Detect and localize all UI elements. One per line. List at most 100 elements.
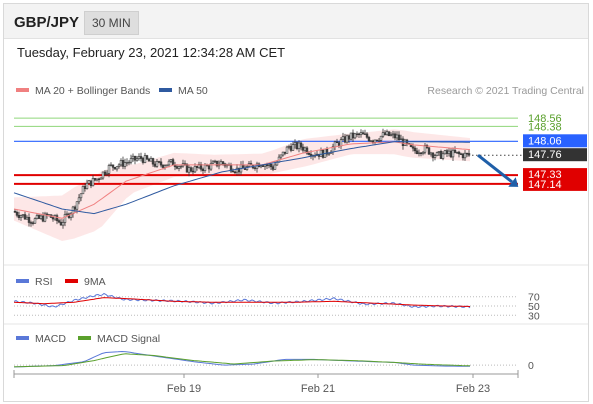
bearish-candle	[57, 220, 61, 223]
bearish-candle	[133, 155, 137, 161]
bearish-candle	[265, 164, 269, 166]
bearish-candle	[415, 150, 419, 154]
bullish-candle	[437, 151, 441, 153]
forecast-arrow	[477, 154, 513, 184]
timeframe-button[interactable]: 30 MIN	[84, 11, 139, 35]
bullish-candle	[263, 164, 267, 167]
bullish-candle	[441, 153, 445, 159]
bearish-candle	[325, 148, 329, 155]
bearish-candle	[97, 178, 101, 180]
bearish-candle	[41, 215, 45, 222]
bullish-candle	[193, 166, 197, 173]
bullish-candle	[105, 173, 109, 175]
bullish-candle	[85, 183, 89, 190]
bullish-candle	[327, 153, 331, 155]
macd-signal-line	[14, 353, 471, 368]
level-tag-147.14	[523, 177, 587, 191]
bullish-candle	[447, 150, 451, 154]
bearish-candle	[355, 133, 359, 135]
bullish-candle	[297, 142, 301, 149]
rsi-legend-label: RSI	[35, 276, 53, 288]
level-label-148.06: 148.06	[528, 135, 562, 147]
bearish-candle	[215, 160, 219, 167]
bullish-candle	[319, 150, 323, 157]
bullish-candle	[137, 156, 141, 160]
bullish-candle	[143, 155, 147, 163]
level-tag-147.33	[523, 168, 587, 182]
bearish-candle	[15, 212, 19, 216]
rsi-ma-legend-swatch	[65, 279, 78, 283]
main-legend: MA 20 + Bollinger Bands MA 50 Research ©…	[16, 85, 584, 97]
bearish-candle	[191, 170, 195, 173]
bullish-candle	[455, 151, 459, 154]
time-axis: Feb 19 Feb 21 Feb 23	[13, 370, 519, 395]
rsi-ma-line	[13, 297, 471, 307]
bullish-candle	[381, 132, 385, 137]
bullish-candle	[21, 214, 25, 217]
bullish-candle	[303, 147, 307, 151]
ma50-legend-swatch	[159, 88, 172, 92]
bullish-candle	[293, 142, 297, 146]
ma50-line	[13, 141, 470, 215]
bullish-candle	[79, 193, 83, 199]
bearish-candle	[269, 164, 273, 168]
bearish-candle	[37, 215, 41, 219]
bullish-candle	[451, 149, 455, 158]
bearish-candle	[305, 147, 309, 154]
bearish-candle	[271, 166, 275, 170]
bearish-candle	[111, 164, 115, 168]
bearish-candle	[307, 153, 311, 155]
bearish-candle	[171, 159, 175, 166]
bullish-candle	[25, 217, 29, 220]
bullish-candle	[379, 135, 383, 141]
bearish-candle	[283, 151, 287, 154]
bearish-candle	[351, 132, 355, 139]
bullish-candle	[117, 164, 121, 167]
bullish-candle	[87, 180, 91, 184]
bullish-candle	[363, 133, 367, 135]
bullish-candle	[61, 222, 65, 226]
chart-header: GBP/JPY 30 MIN	[4, 4, 588, 39]
bullish-candle	[421, 152, 425, 155]
bullish-candle	[391, 133, 395, 136]
bullish-candle	[373, 139, 377, 143]
bearish-candle	[113, 167, 117, 170]
bullish-candle	[443, 150, 447, 155]
forecast-arrow-head	[508, 177, 519, 187]
bearish-candle	[361, 132, 365, 135]
bullish-candle	[125, 162, 129, 164]
bullish-candle	[403, 139, 407, 146]
level-label-148.56: 148.56	[528, 113, 562, 125]
bearish-candle	[189, 167, 193, 172]
bearish-candle	[397, 134, 401, 140]
bearish-candle	[103, 171, 107, 175]
credit-label: Research © 2021 Trading Central	[427, 85, 584, 97]
bullish-candle	[429, 152, 433, 155]
bullish-candle	[291, 144, 295, 151]
bearish-candle	[51, 217, 55, 220]
bearish-candle	[467, 153, 471, 156]
bullish-candle	[63, 214, 67, 223]
bearish-candle	[93, 178, 97, 181]
bullish-candle	[39, 215, 43, 219]
bullish-candle	[131, 155, 135, 159]
bullish-candle	[339, 139, 343, 147]
bearish-candle	[449, 150, 453, 158]
bearish-candle	[367, 137, 371, 142]
bullish-candle	[281, 151, 285, 156]
bearish-candle	[445, 150, 449, 154]
bullish-candle	[285, 146, 289, 154]
bearish-candle	[161, 164, 165, 168]
time-tick-label: Feb 19	[167, 383, 201, 395]
bullish-candle	[129, 158, 133, 163]
bearish-candle	[29, 222, 33, 224]
bullish-candle	[91, 178, 95, 187]
bearish-candle	[427, 147, 431, 155]
bearish-candle	[343, 136, 347, 143]
bullish-candle	[169, 159, 173, 162]
bearish-candle	[295, 142, 299, 149]
bearish-candle	[337, 142, 341, 147]
bearish-candle	[459, 153, 463, 155]
bearish-candle	[73, 206, 77, 210]
bullish-candle	[349, 132, 353, 140]
